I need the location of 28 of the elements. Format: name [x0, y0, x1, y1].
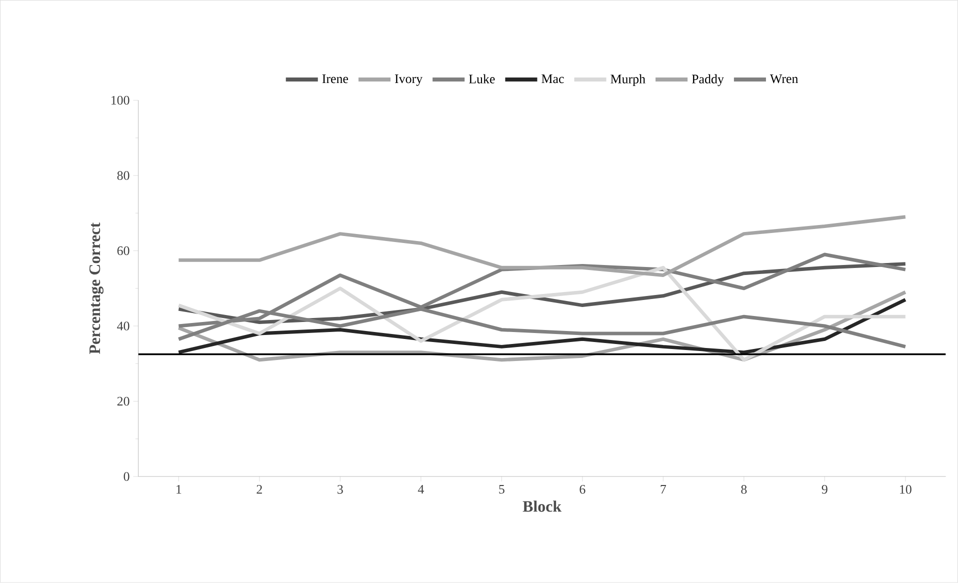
line-series [176, 215, 908, 278]
legend-label: Wren [770, 74, 798, 84]
y-tick-label: 0 [124, 472, 130, 481]
x-tick-label: 3 [338, 485, 343, 494]
y-tick-label: 60 [117, 246, 130, 256]
x-tick-label: 1 [176, 485, 182, 494]
x-axis-title: Block [522, 500, 562, 512]
x-tick-label: 4 [418, 485, 424, 494]
x-tick-label: 9 [822, 485, 828, 494]
x-tick-label: 7 [660, 485, 666, 494]
legend-label: Mac [542, 74, 564, 84]
y-axis-title: Percentage Correct [89, 222, 104, 354]
y-tick-label: 100 [111, 96, 130, 105]
legend-label: Irene [322, 74, 348, 84]
legend-label: Ivory [394, 74, 423, 86]
legend-label: Murph [610, 74, 646, 86]
legend-label: Luke [468, 74, 495, 84]
y-tick-label: 20 [117, 396, 130, 406]
legend-label: Paddy [692, 74, 724, 86]
line-series [176, 298, 908, 354]
y-tick-label: 40 [117, 322, 130, 330]
x-tick-label: 6 [580, 485, 586, 494]
x-tick-label: 5 [499, 485, 504, 494]
line-series [176, 266, 908, 362]
x-tick-label: 2 [256, 485, 262, 494]
x-tick-label: 8 [741, 485, 747, 494]
x-tick-label: 10 [900, 485, 912, 494]
y-tick-label: 80 [117, 171, 130, 180]
